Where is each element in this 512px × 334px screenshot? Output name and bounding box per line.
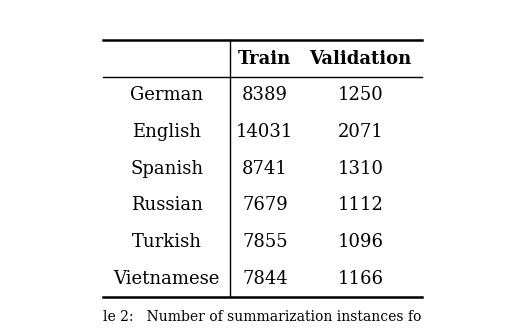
Text: le 2:   Number of summarization instances fo: le 2: Number of summarization instances … — [103, 310, 421, 324]
